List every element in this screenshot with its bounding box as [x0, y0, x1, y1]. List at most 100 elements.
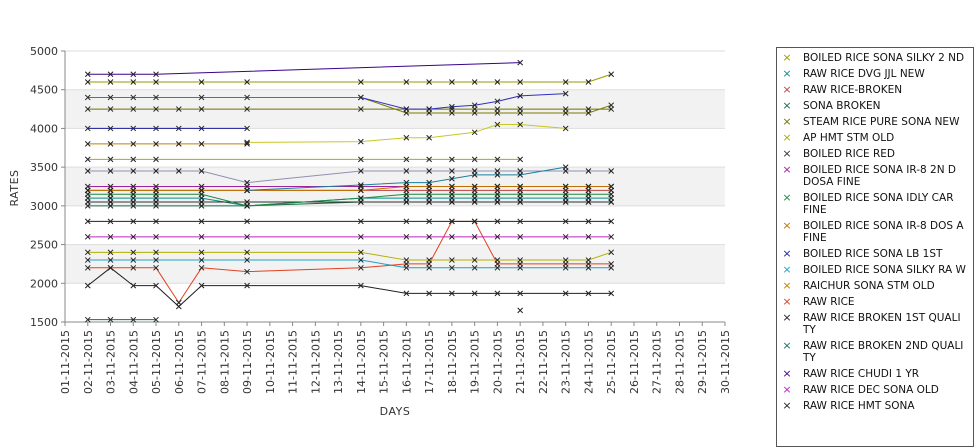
data-point	[130, 156, 137, 163]
data-point	[198, 168, 205, 174]
data-point	[358, 218, 364, 225]
data-point	[153, 71, 159, 78]
data-point	[494, 290, 501, 297]
data-point	[517, 59, 524, 66]
data-point	[84, 199, 91, 205]
legend-label: BOILED RICE RED	[803, 148, 895, 160]
data-point	[471, 156, 478, 163]
x-tick-label: 14-11-2015	[355, 330, 368, 394]
legend-label: BOILED RICE SONA LB 1ST	[803, 248, 943, 260]
data-point	[358, 249, 364, 256]
data-point	[517, 93, 524, 99]
data-point	[153, 187, 159, 194]
data-point	[517, 290, 524, 297]
data-point	[107, 156, 114, 163]
data-point	[175, 303, 182, 310]
data-point	[358, 187, 364, 194]
data-point	[244, 282, 250, 289]
data-point	[426, 290, 432, 297]
data-point	[130, 79, 137, 85]
data-point	[107, 264, 114, 271]
data-point	[198, 141, 205, 147]
data-point	[517, 307, 524, 314]
data-point	[107, 187, 114, 194]
data-point	[130, 71, 137, 78]
data-point	[107, 141, 114, 147]
data-point	[517, 110, 524, 116]
data-point	[130, 264, 137, 271]
x-tick-label: 07-11-2015	[196, 330, 209, 394]
data-point	[585, 183, 592, 190]
data-point	[608, 218, 615, 225]
data-point	[244, 94, 250, 101]
legend-label: RAW RICE HMT SONA	[803, 400, 915, 412]
data-point	[585, 199, 592, 205]
data-point	[358, 94, 364, 101]
x-tick-label: 19-11-2015	[469, 330, 482, 394]
x-tick-label: 22-11-2015	[537, 330, 550, 394]
data-point	[244, 141, 250, 147]
data-point	[494, 183, 501, 190]
data-point	[107, 94, 114, 101]
data-point	[494, 257, 501, 263]
legend-marker-icon: ×	[782, 147, 792, 160]
grid-band	[65, 244, 725, 284]
x-tick-label: 13-11-2015	[332, 330, 345, 394]
data-point	[198, 125, 205, 132]
legend-marker-icon: ×	[782, 191, 792, 204]
data-point	[403, 179, 410, 186]
legend-label: RAW RICE	[803, 296, 855, 308]
data-point	[153, 233, 159, 240]
data-point	[449, 79, 455, 85]
data-point	[107, 233, 114, 240]
legend-label: RAW RICE BROKEN 1ST QUALI TY	[803, 312, 961, 336]
x-tick-label: 06-11-2015	[173, 330, 186, 394]
data-point	[608, 168, 615, 174]
legend-marker-icon: ×	[782, 99, 792, 112]
series-line-20	[360, 93, 566, 110]
data-point	[449, 103, 455, 110]
data-point	[608, 249, 615, 256]
data-point	[153, 199, 159, 205]
data-point	[471, 172, 478, 178]
x-tick-label: 03-11-2015	[105, 330, 118, 394]
data-point	[130, 187, 137, 194]
data-point	[244, 187, 250, 194]
data-point	[175, 168, 182, 174]
x-tick-label: 20-11-2015	[491, 330, 504, 394]
legend-label: RAW RICE CHUDI 1 YR	[803, 368, 920, 380]
legend-item: × RAW RICE BROKEN 1ST QUALI TY	[777, 308, 973, 337]
legend-label: STEAM RICE PURE SONA NEW	[803, 116, 960, 128]
legend-marker-icon: ×	[782, 311, 792, 324]
data-point	[585, 290, 592, 297]
data-point	[198, 218, 205, 225]
series-line-21	[247, 124, 566, 143]
legend-item: × BOILED RICE SONA LB 1ST	[777, 244, 973, 261]
legend-label: BOILED RICE SONA SILKY RA W	[803, 264, 966, 276]
data-point	[107, 125, 114, 132]
data-point	[471, 218, 478, 225]
data-point	[608, 261, 615, 267]
data-point	[130, 316, 137, 323]
data-point	[608, 102, 615, 109]
data-point	[84, 156, 91, 163]
y-tick-label: 5000	[30, 45, 58, 58]
data-point	[107, 71, 114, 78]
legend-item: × RAW RICE DEC SONA OLD	[777, 380, 973, 397]
data-point	[403, 79, 410, 85]
x-tick-label: 25-11-2015	[605, 330, 618, 394]
data-point	[471, 110, 478, 116]
x-tick-label: 12-11-2015	[309, 330, 322, 394]
legend-marker-icon: ×	[782, 247, 792, 260]
series-line-19	[87, 96, 612, 114]
legend-label: SONA BROKEN	[803, 100, 881, 112]
legend-item: × BOILED RICE SONA SILKY RA W	[777, 260, 973, 277]
data-point	[562, 183, 569, 190]
y-tick-label: 2500	[30, 239, 58, 252]
y-tick-label: 3500	[30, 161, 58, 174]
data-point	[84, 168, 91, 174]
data-point	[198, 257, 205, 263]
data-point	[244, 125, 250, 132]
data-point	[130, 257, 137, 263]
series-line-1	[87, 197, 612, 207]
